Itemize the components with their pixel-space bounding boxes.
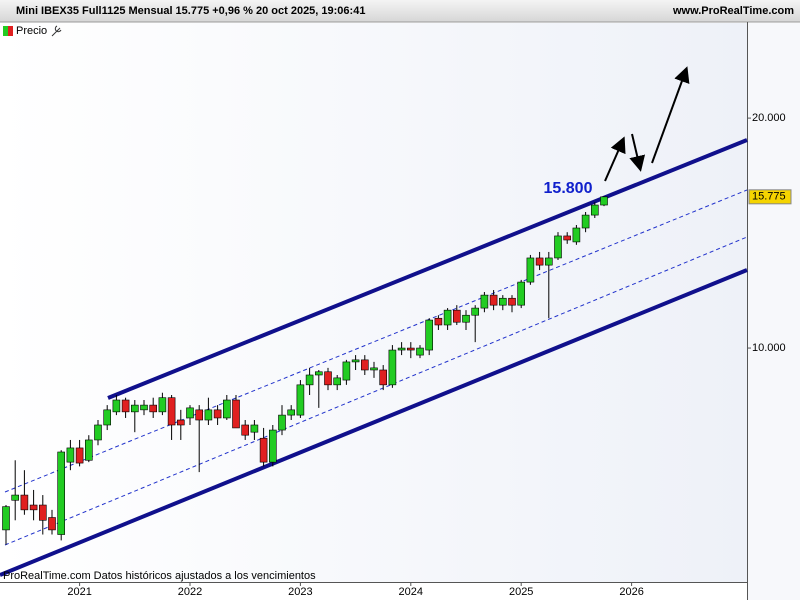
candle-body — [351, 359, 360, 363]
candle-body — [48, 517, 56, 531]
channel-upper — [107, 138, 748, 400]
candle-body — [535, 257, 544, 266]
candle-body — [416, 347, 424, 356]
candle-body — [85, 439, 93, 461]
candle-body — [443, 309, 452, 326]
candle-body — [112, 399, 121, 413]
candle-body — [11, 494, 19, 501]
candle-body — [452, 309, 461, 323]
settings-icon[interactable] — [51, 25, 62, 37]
plot-area — [0, 23, 747, 582]
x-tick-label: 2026 — [619, 586, 643, 598]
candle-body — [29, 504, 38, 511]
arrow — [629, 133, 646, 172]
candle-body — [2, 506, 10, 531]
arrow — [604, 136, 626, 182]
x-tick-label: 2022 — [178, 586, 202, 598]
candle-body — [149, 404, 157, 413]
candle-body — [287, 409, 296, 416]
candle-body — [66, 447, 75, 463]
candle-body — [333, 377, 342, 386]
candle-body — [232, 399, 240, 429]
candle-body — [526, 257, 535, 283]
candle-body — [195, 409, 203, 421]
y-tick-label: 10.000 — [752, 342, 786, 354]
price-axis-area — [748, 23, 800, 600]
candle-body — [296, 384, 305, 416]
candle-body — [38, 504, 47, 521]
candle-body — [75, 447, 84, 464]
candle-body — [517, 281, 526, 306]
candle-body — [379, 369, 388, 386]
x-tick-label: 2023 — [288, 586, 312, 598]
candle-body — [462, 314, 470, 323]
arrows — [604, 66, 690, 182]
candle-body — [167, 397, 176, 426]
candle-body — [480, 294, 489, 309]
candle-body — [342, 361, 351, 381]
candle-body — [177, 419, 185, 426]
header-bar — [0, 0, 800, 22]
candle-body — [131, 404, 139, 413]
candle-body — [250, 424, 259, 433]
channel-lower — [0, 268, 748, 577]
candle-body — [223, 399, 231, 419]
candle-body — [259, 437, 268, 463]
candle-body — [508, 297, 516, 306]
candle-body — [572, 227, 581, 243]
candle-body — [360, 359, 369, 371]
candle-body — [434, 317, 443, 326]
candle-body — [425, 319, 434, 351]
candle-body — [305, 374, 314, 386]
candle-body — [103, 409, 111, 426]
candle-body — [20, 494, 29, 511]
arrow — [651, 66, 690, 164]
candle-body — [186, 407, 194, 419]
x-tick-label: 2025 — [509, 586, 533, 598]
price-marker — [748, 189, 792, 205]
candle-body — [370, 367, 378, 371]
candle-body — [213, 409, 222, 419]
candle-body — [324, 371, 332, 386]
candle-body — [489, 294, 498, 306]
channel-mid-lower — [4, 236, 748, 546]
x-tick-label: 2021 — [67, 586, 91, 598]
candle-body — [121, 399, 130, 413]
candle-body — [406, 347, 415, 351]
price-marker-label: 15.775 — [752, 191, 786, 203]
candle-body — [397, 347, 406, 351]
legend-swatch-red — [8, 26, 13, 36]
footer: ProRealTime.com Datos históricos ajustad… — [3, 570, 316, 582]
candle-body — [57, 451, 66, 535]
candle-body — [590, 204, 599, 216]
candle-body — [563, 235, 572, 241]
candle-body — [268, 429, 277, 463]
candle-body — [140, 404, 148, 411]
candle-body — [278, 414, 286, 431]
candle-body — [94, 424, 102, 441]
y-tick-label: 20.000 — [752, 112, 786, 124]
candle-body — [204, 409, 213, 421]
candle-body — [388, 349, 397, 386]
annotation: 15.800 — [544, 180, 593, 197]
candle-body — [314, 371, 323, 376]
legend-label[interactable]: Precio — [16, 25, 47, 37]
candle-body — [241, 424, 249, 436]
channel — [0, 138, 748, 577]
candle-body — [581, 214, 590, 229]
candle-body — [544, 257, 553, 266]
candle-body — [498, 297, 507, 306]
source[interactable]: www.ProRealTime.com — [672, 5, 794, 17]
x-tick-label: 2024 — [399, 586, 423, 598]
candle-body — [554, 235, 562, 259]
candle-body — [158, 397, 167, 413]
channel-mid-upper — [4, 189, 748, 493]
candle-body — [471, 307, 480, 316]
candle-body — [600, 196, 608, 206]
chart-title: Mini IBEX35 Full1125 Mensual 15.775 +0,9… — [16, 5, 365, 17]
